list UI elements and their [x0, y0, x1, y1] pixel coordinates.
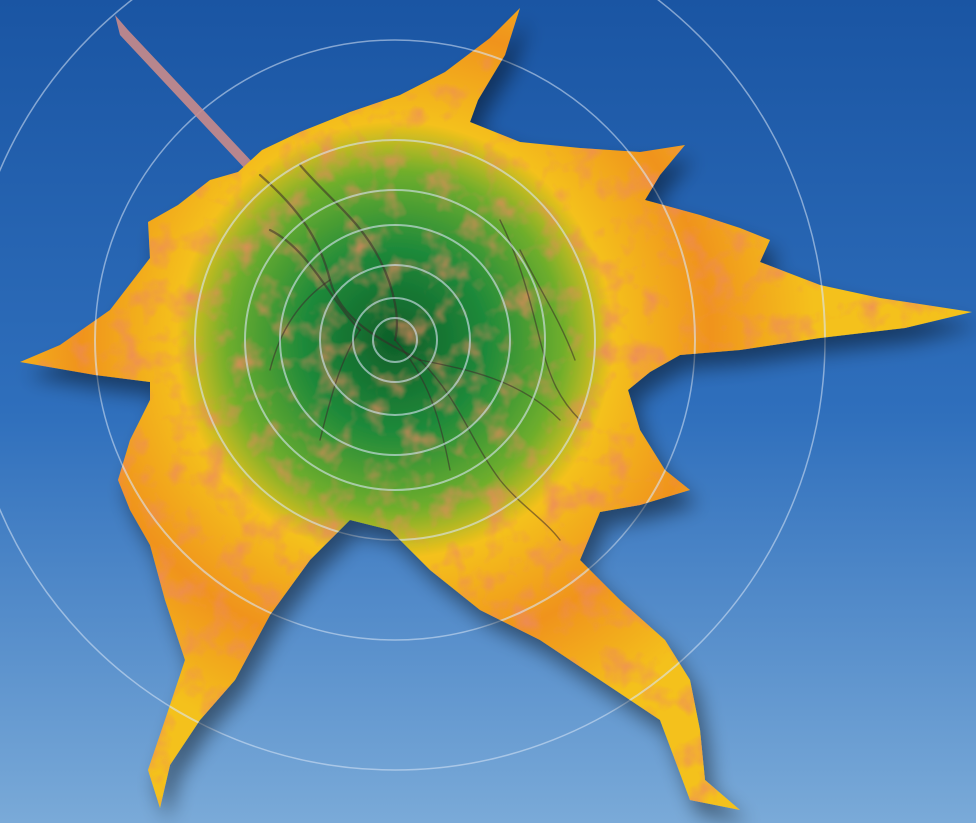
vein-3 — [268, 228, 362, 332]
leaf-stem — [115, 15, 255, 172]
leaf-red-mottling — [20, 8, 972, 810]
retinal-veins — [258, 163, 581, 541]
ring-inner-5 — [244, 189, 546, 491]
ring-inner-3 — [319, 264, 471, 416]
vein-8 — [419, 359, 561, 421]
ring-inner-1 — [372, 317, 418, 363]
vein-2 — [298, 163, 398, 342]
vein-4 — [419, 359, 561, 541]
ring-inner-4 — [279, 224, 511, 456]
vein-9 — [269, 279, 331, 371]
ring-outer-4 — [0, 0, 826, 771]
ring-inner-2 — [352, 297, 438, 383]
vein-7 — [499, 219, 581, 421]
vein-6 — [519, 249, 576, 361]
vein-5 — [394, 339, 451, 471]
